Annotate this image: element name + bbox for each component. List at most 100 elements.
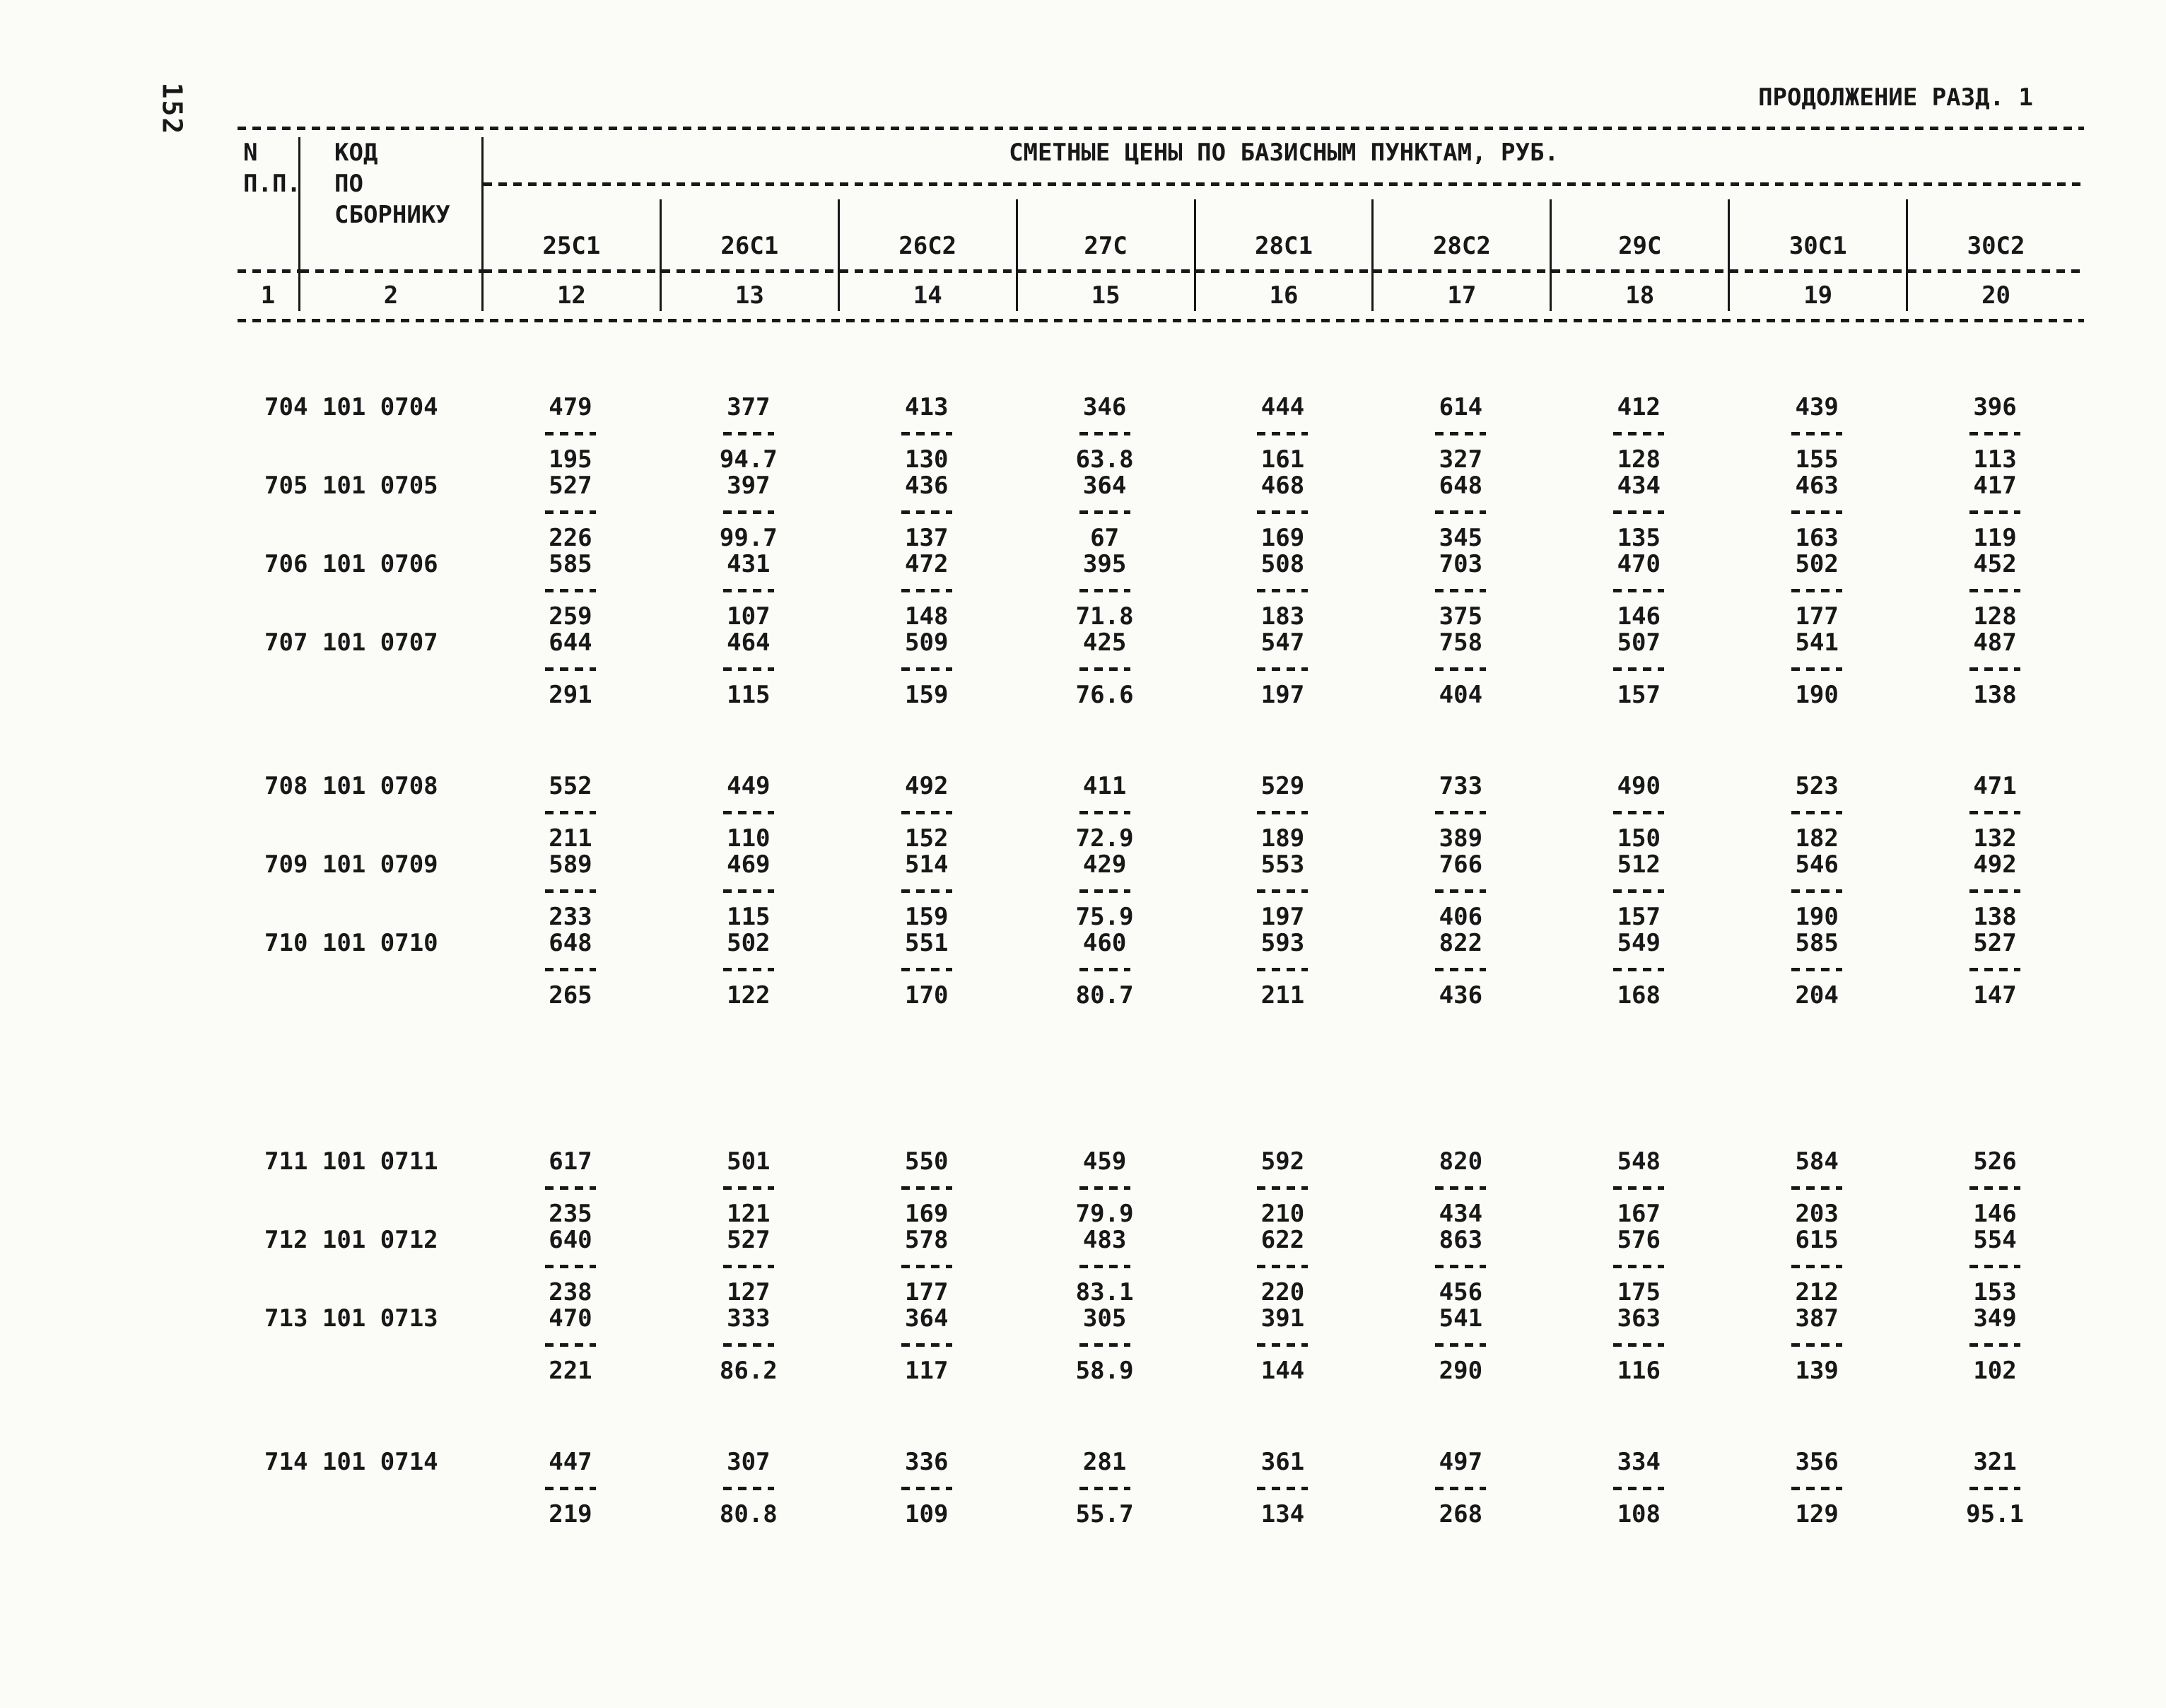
price-bottom-value: 169	[905, 1200, 949, 1228]
price-bottom-value: 119	[1973, 524, 2017, 552]
price-bottom-value: 58.9	[1075, 1357, 1134, 1385]
dashed-line	[544, 1186, 596, 1190]
fraction-dash	[722, 1475, 774, 1502]
price-bottom-value: 148	[905, 602, 949, 631]
price-top-value: 589	[549, 850, 592, 879]
continuation-label: ПРОДОЛЖЕНИЕ РАЗД. 1	[1758, 83, 2033, 112]
price-bottom-value: 170	[905, 981, 949, 1010]
price-top-value: 411	[1082, 772, 1127, 800]
price-top-value: 523	[1795, 772, 1839, 800]
fraction-dash	[1257, 878, 1309, 904]
price-top-value: 336	[905, 1448, 949, 1476]
fraction-dash	[1079, 1253, 1130, 1280]
fraction-dash	[1613, 1253, 1665, 1280]
dashed-line	[238, 318, 2084, 322]
fraction-dash	[544, 578, 596, 604]
price-top-value: 470	[549, 1304, 592, 1333]
price-top-value: 307	[727, 1448, 771, 1476]
dashed-line	[1257, 510, 1309, 514]
price-fraction-cell: 336 109	[838, 1449, 1016, 1528]
fraction-dash	[1257, 1175, 1309, 1201]
table-row: 709 101 0709 589 233 469 115 514 159 429 75.9 55…	[238, 852, 2084, 930]
price-top-value: 479	[549, 393, 592, 421]
price-fraction-cell: 483 83.1	[1016, 1227, 1194, 1306]
fraction-dash	[1969, 1253, 2021, 1280]
page-number-rotated: 152	[156, 82, 188, 136]
price-bottom-value: 55.7	[1075, 1500, 1134, 1528]
price-bottom-value: 113	[1973, 445, 2017, 474]
price-bottom-value: 152	[905, 824, 949, 853]
price-fraction-cell: 589 233	[481, 852, 660, 930]
price-fraction-cell: 363 116	[1550, 1306, 1728, 1384]
fraction-dash	[1791, 1332, 1843, 1358]
dashed-line	[484, 182, 2084, 186]
dashed-line	[1791, 968, 1843, 971]
price-top-value: 492	[905, 772, 949, 800]
price-bottom-value: 197	[1260, 903, 1305, 931]
price-bottom-value: 75.9	[1075, 903, 1134, 931]
price-bottom-value: 265	[549, 981, 592, 1010]
dashed-line	[544, 811, 596, 814]
column-numbers-row: 1 2 12 13 14 15 16 17 18 19 20	[238, 280, 2084, 311]
dashed-line	[1079, 811, 1130, 814]
fraction-dash	[1613, 421, 1665, 447]
header-row-d: 25С1 26С1 26С2 27С 28С1 28С2 29С 30С1 30С2	[238, 230, 2084, 262]
price-bottom-value: 211	[1260, 981, 1305, 1010]
price-bottom-value: 175	[1617, 1278, 1661, 1306]
price-col-header: 29С	[1550, 230, 1728, 262]
price-fraction-cell: 349 102	[1906, 1306, 2084, 1384]
price-top-value: 447	[549, 1448, 592, 1476]
dashed-line	[1257, 968, 1309, 971]
fraction-dash	[901, 1475, 952, 1502]
price-top-value: 483	[1082, 1226, 1127, 1254]
dashed-line	[839, 269, 1016, 273]
price-top-value: 578	[905, 1226, 949, 1254]
price-fraction-cell: 508 183	[1194, 551, 1372, 630]
price-bottom-value: 117	[905, 1357, 949, 1385]
table-body: 704 101 0704 479 195 377 94.7 413 130 346 63.8 4…	[238, 394, 2084, 1528]
fraction-dash	[1969, 499, 2021, 525]
dashed-line	[722, 968, 774, 971]
price-fraction-cell: 356 129	[1728, 1449, 1906, 1528]
price-fraction-cell: 452 128	[1906, 551, 2084, 630]
fraction-dash	[901, 578, 952, 604]
price-bottom-value: 434	[1439, 1200, 1483, 1228]
price-fraction-cell: 333 86.2	[660, 1306, 838, 1384]
dashed-line	[1435, 510, 1487, 514]
fraction-dash	[1613, 656, 1665, 682]
price-bottom-value: 144	[1260, 1357, 1305, 1385]
dash-segment	[1015, 262, 1194, 280]
price-fraction-cell: 541 290	[1371, 1306, 1550, 1384]
price-fraction-cell: 459 79.9	[1016, 1149, 1194, 1227]
price-top-value: 356	[1795, 1448, 1839, 1476]
price-fraction-cell: 585 204	[1728, 930, 1906, 1009]
dashed-line	[1257, 1343, 1309, 1347]
dashed-line	[722, 889, 774, 893]
fraction-dash	[544, 499, 596, 525]
fraction-dash	[1791, 800, 1843, 826]
dashed-line	[901, 1265, 952, 1268]
row-code: 704 101 0704	[264, 393, 438, 421]
dashed-line	[1435, 811, 1487, 814]
dashed-line	[722, 589, 774, 592]
fraction-dash	[1435, 578, 1487, 604]
price-fraction-cell: 526 146	[1906, 1149, 2084, 1227]
price-top-value: 364	[905, 1304, 949, 1333]
price-top-value: 334	[1617, 1448, 1661, 1476]
price-bottom-value: 259	[549, 602, 592, 631]
dashed-line	[544, 1487, 596, 1490]
fraction-dash	[1613, 957, 1665, 983]
price-bottom-value: 150	[1617, 824, 1661, 853]
dash-segment	[1193, 262, 1372, 280]
dashed-line	[544, 667, 596, 671]
price-fraction-cell: 514 159	[838, 852, 1016, 930]
dashed-line	[484, 269, 660, 273]
dashed-line	[1435, 968, 1487, 971]
fraction-dash	[722, 1175, 774, 1201]
dashed-line	[1613, 589, 1665, 592]
dash-segment	[659, 262, 838, 280]
price-fraction-cell: 529 189	[1194, 773, 1372, 852]
dash-segment	[1728, 262, 1907, 280]
table-row: 704 101 0704 479 195 377 94.7 413 130 346 63.8 4…	[238, 394, 2084, 473]
dashed-line	[1257, 1186, 1309, 1190]
